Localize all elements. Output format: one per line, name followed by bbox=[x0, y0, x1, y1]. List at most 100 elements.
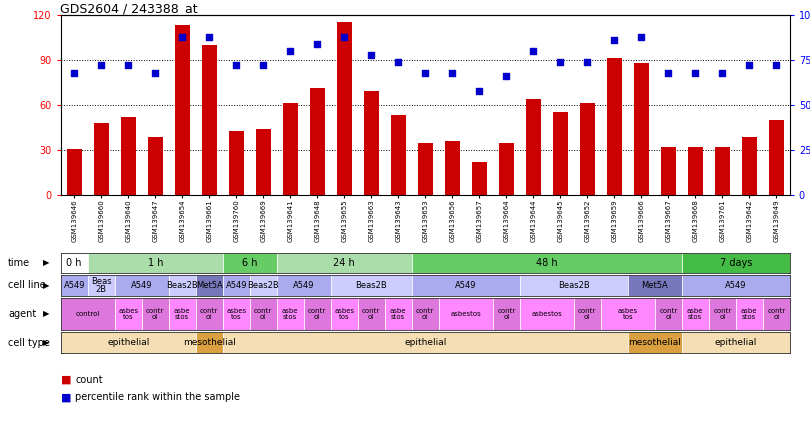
Text: contr
ol: contr ol bbox=[767, 308, 786, 320]
Bar bbox=[492, 298, 520, 330]
Bar bbox=[94, 123, 109, 195]
Text: asbes
tos: asbes tos bbox=[226, 308, 246, 320]
Text: contr
ol: contr ol bbox=[497, 308, 515, 320]
Bar bbox=[168, 298, 196, 330]
Text: percentile rank within the sample: percentile rank within the sample bbox=[75, 392, 241, 402]
Text: Beas2B: Beas2B bbox=[558, 281, 590, 290]
Text: A549: A549 bbox=[63, 281, 85, 290]
Text: 24 h: 24 h bbox=[334, 258, 355, 268]
Bar bbox=[418, 143, 433, 195]
Bar bbox=[520, 298, 573, 330]
Point bbox=[419, 69, 432, 76]
Bar bbox=[277, 253, 411, 273]
Bar bbox=[121, 117, 136, 195]
Bar bbox=[249, 275, 277, 296]
Text: asbe
stos: asbe stos bbox=[741, 308, 757, 320]
Point bbox=[392, 58, 405, 65]
Bar bbox=[115, 298, 142, 330]
Text: asbe
stos: asbe stos bbox=[282, 308, 299, 320]
Point bbox=[662, 69, 675, 76]
Bar bbox=[682, 332, 790, 353]
Text: mesothelial: mesothelial bbox=[629, 338, 681, 347]
Text: contr
ol: contr ol bbox=[578, 308, 596, 320]
Bar bbox=[337, 23, 352, 195]
Point bbox=[446, 69, 458, 76]
Text: 6 h: 6 h bbox=[242, 258, 258, 268]
Bar bbox=[411, 253, 682, 273]
Point bbox=[608, 37, 620, 44]
Bar bbox=[283, 103, 298, 195]
Text: time: time bbox=[8, 258, 30, 268]
Point bbox=[743, 62, 756, 69]
Bar bbox=[682, 275, 790, 296]
Point bbox=[500, 73, 513, 80]
Point bbox=[554, 58, 567, 65]
Text: A549: A549 bbox=[225, 281, 247, 290]
Bar bbox=[628, 332, 682, 353]
Text: ■: ■ bbox=[61, 375, 71, 385]
Bar bbox=[601, 298, 654, 330]
Point bbox=[202, 33, 215, 40]
Bar bbox=[66, 148, 82, 195]
Text: asbestos: asbestos bbox=[450, 311, 481, 317]
Text: 7 days: 7 days bbox=[719, 258, 752, 268]
Text: A549: A549 bbox=[725, 281, 747, 290]
Bar bbox=[499, 143, 514, 195]
Point bbox=[770, 62, 782, 69]
Bar bbox=[228, 131, 244, 195]
Bar bbox=[115, 275, 168, 296]
Text: contr
ol: contr ol bbox=[362, 308, 381, 320]
Bar bbox=[147, 136, 163, 195]
Bar bbox=[654, 298, 682, 330]
Text: asbe
stos: asbe stos bbox=[390, 308, 407, 320]
Text: asbes
tos: asbes tos bbox=[118, 308, 139, 320]
Text: mesothelial: mesothelial bbox=[183, 338, 236, 347]
Bar bbox=[330, 298, 358, 330]
Bar bbox=[439, 298, 492, 330]
Bar bbox=[196, 332, 223, 353]
Text: epithelial: epithelial bbox=[714, 338, 757, 347]
Text: ▶: ▶ bbox=[43, 338, 49, 347]
Bar bbox=[309, 88, 325, 195]
Text: contr
ol: contr ol bbox=[713, 308, 731, 320]
Text: 1 h: 1 h bbox=[147, 258, 163, 268]
Text: cell type: cell type bbox=[8, 337, 50, 348]
Point bbox=[311, 40, 324, 48]
Bar bbox=[445, 141, 460, 195]
Text: ▶: ▶ bbox=[43, 281, 49, 290]
Bar bbox=[223, 275, 249, 296]
Text: cell line: cell line bbox=[8, 281, 46, 290]
Point bbox=[716, 69, 729, 76]
Bar bbox=[552, 112, 568, 195]
Bar bbox=[471, 162, 487, 195]
Bar bbox=[769, 120, 784, 195]
Bar bbox=[223, 332, 628, 353]
Bar bbox=[709, 298, 735, 330]
Text: A549: A549 bbox=[293, 281, 314, 290]
Bar bbox=[385, 298, 411, 330]
Bar bbox=[304, 298, 330, 330]
Text: Met5A: Met5A bbox=[642, 281, 668, 290]
Bar bbox=[411, 298, 439, 330]
Text: Beas
2B: Beas 2B bbox=[91, 277, 112, 294]
Text: A549: A549 bbox=[455, 281, 476, 290]
Text: contr
ol: contr ol bbox=[416, 308, 434, 320]
Bar bbox=[175, 25, 190, 195]
Bar bbox=[628, 275, 682, 296]
Text: asbes
tos: asbes tos bbox=[335, 308, 354, 320]
Bar bbox=[634, 63, 649, 195]
Text: count: count bbox=[75, 375, 103, 385]
Text: 0 h: 0 h bbox=[66, 258, 82, 268]
Bar bbox=[682, 253, 790, 273]
Bar bbox=[358, 298, 385, 330]
Text: Beas2B: Beas2B bbox=[247, 281, 279, 290]
Bar bbox=[196, 275, 223, 296]
Bar bbox=[580, 103, 595, 195]
Bar bbox=[390, 115, 406, 195]
Point bbox=[635, 33, 648, 40]
Text: contr
ol: contr ol bbox=[146, 308, 164, 320]
Text: asbestos: asbestos bbox=[531, 311, 562, 317]
Text: asbe
stos: asbe stos bbox=[174, 308, 190, 320]
Bar bbox=[61, 332, 196, 353]
Text: A549: A549 bbox=[131, 281, 152, 290]
